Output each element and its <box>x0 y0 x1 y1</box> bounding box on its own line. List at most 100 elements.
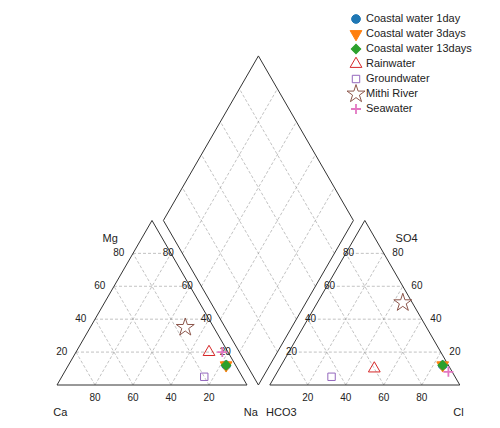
legend-label: Rainwater <box>366 57 416 69</box>
legend-item: Coastal water 1day <box>352 12 461 24</box>
tick-label: 40 <box>305 313 317 324</box>
legend-label: Mithi River <box>366 87 418 99</box>
tick-label: 60 <box>324 280 336 291</box>
tick-label: 80 <box>163 247 175 258</box>
axis-line <box>163 56 258 221</box>
sample-point <box>176 318 194 335</box>
tick-label: 40 <box>201 313 213 324</box>
sample-point <box>201 373 208 380</box>
legend-item: Coastal water 3days <box>350 27 466 41</box>
grid-line <box>239 188 334 353</box>
axis-label: Na <box>244 406 259 418</box>
grid-line <box>95 319 209 320</box>
axis-label: Cl <box>453 406 463 418</box>
axis-line <box>258 56 353 221</box>
tick-label: 20 <box>286 346 298 357</box>
axis-line <box>57 385 247 386</box>
grid-line <box>201 155 296 320</box>
sample-point <box>328 373 335 380</box>
sample-point <box>217 347 227 357</box>
legend-symbol <box>351 44 360 53</box>
grid-line <box>220 122 315 287</box>
legend-label: Coastal water 13days <box>366 42 472 54</box>
legend-symbol <box>351 104 361 114</box>
tick-label: 80 <box>89 392 101 403</box>
grid-line <box>171 319 209 385</box>
tick-label: 80 <box>113 247 125 258</box>
legend-symbol <box>352 15 361 24</box>
grid-line <box>133 286 190 385</box>
legend: Coastal water 1day Coastal water 3days Coa… <box>347 12 472 114</box>
grid-line <box>114 286 190 287</box>
sample-point <box>394 293 412 310</box>
legend-item: Mithi River <box>347 85 418 102</box>
axis-line <box>163 220 258 385</box>
axis-label: HCO3 <box>266 406 297 418</box>
series <box>221 361 447 428</box>
grid-line <box>220 155 315 320</box>
sample-point <box>203 345 215 355</box>
frame <box>57 56 460 385</box>
legend-label: Groundwater <box>366 72 430 84</box>
tick-label: 60 <box>127 392 139 403</box>
tick-label: 80 <box>416 392 428 403</box>
grid-line <box>289 352 308 385</box>
legend-label: Seawater <box>366 102 413 114</box>
grid-line <box>308 319 346 385</box>
grid-line <box>182 188 277 353</box>
tick-label: 40 <box>165 392 177 403</box>
series <box>222 361 447 428</box>
markers <box>176 293 453 428</box>
series <box>176 293 412 428</box>
legend-symbol <box>350 57 362 67</box>
grid-line <box>384 319 422 385</box>
tick-label: 60 <box>411 280 423 291</box>
series <box>201 373 336 428</box>
tick-label: 40 <box>75 313 87 324</box>
tick-label: 60 <box>378 392 390 403</box>
grid-line <box>327 286 384 385</box>
sample-point <box>368 362 380 372</box>
sample-point <box>443 367 453 377</box>
axis-line <box>365 220 460 385</box>
legend-label: Coastal water 3days <box>366 27 466 39</box>
grid-line <box>327 286 403 287</box>
axis-line <box>270 220 365 385</box>
legend-symbol <box>352 75 359 82</box>
axis-label: Mg <box>103 232 118 244</box>
grid-line <box>76 352 95 385</box>
legend-label: Coastal water 1day <box>366 12 461 24</box>
grid-line <box>114 286 171 385</box>
tick-label: 40 <box>340 392 352 403</box>
grid-line <box>95 319 133 385</box>
tick-label: 20 <box>56 346 68 357</box>
axis-line <box>152 220 247 385</box>
grid-line <box>182 89 277 254</box>
legend-item: Seawater <box>351 102 413 114</box>
series <box>220 362 448 428</box>
legend-item: Groundwater <box>352 72 430 84</box>
grid-line <box>201 122 296 287</box>
axis-label: SO4 <box>396 232 418 244</box>
tick-label: 20 <box>203 392 215 403</box>
legend-symbol <box>350 31 362 41</box>
axis-label: Ca <box>53 406 68 418</box>
tick-labels: 2020202020204040404040406060606060608080… <box>56 247 461 403</box>
axis-line <box>57 220 152 385</box>
series <box>217 347 453 428</box>
chart: 2020202020204040404040406060606060608080… <box>0 0 500 428</box>
legend-symbol <box>347 85 365 102</box>
axis-line <box>258 220 353 385</box>
sample-point <box>438 361 447 370</box>
tick-label: 20 <box>449 346 461 357</box>
legend-item: Coastal water 13days <box>351 42 472 54</box>
grid-line <box>239 89 334 254</box>
tick-label: 60 <box>182 280 194 291</box>
corner-labels: Ca Mg Na HCO3 SO4 Cl <box>53 232 463 417</box>
series <box>203 345 380 428</box>
grid-line <box>422 352 441 385</box>
sample-point <box>221 361 230 370</box>
tick-label: 80 <box>392 247 404 258</box>
tick-label: 20 <box>302 392 314 403</box>
tick-label: 80 <box>343 247 355 258</box>
